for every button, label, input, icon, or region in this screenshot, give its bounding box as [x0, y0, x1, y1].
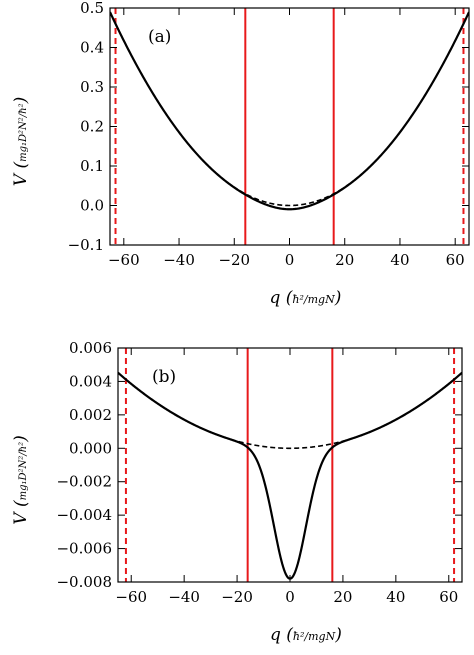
x-tick-label: 40: [390, 251, 409, 269]
y-axis-label-close: ): [11, 435, 31, 443]
y-tick-label: −0.006: [56, 540, 112, 558]
y-axis-unit: mg₁D²N²/ħ²: [18, 442, 29, 501]
x-axis-label: q (ħ²/mgN): [270, 625, 342, 645]
x-tick-label: 60: [439, 588, 458, 606]
y-tick-label: 0.004: [69, 372, 112, 390]
x-tick-label: −20: [221, 588, 253, 606]
x-tick-label: −40: [168, 588, 200, 606]
panel-label: (b): [152, 367, 176, 387]
x-tick-label: 40: [386, 588, 405, 606]
y-axis-label-close: ): [11, 97, 31, 105]
x-tick-label: −20: [218, 251, 250, 269]
y-axis-label-symbol: V (: [11, 162, 31, 187]
dashed-potential-curve: [215, 433, 365, 450]
x-tick-label: 20: [335, 251, 354, 269]
y-axis-label: V (mg₁D²N²/ħ²): [11, 97, 31, 186]
y-tick-label: 0.5: [80, 0, 104, 17]
y-tick-label: 0.002: [69, 406, 112, 424]
x-axis-label-close: ): [334, 625, 342, 645]
y-axis-unit: mg₁D²N²/ħ²: [18, 103, 29, 162]
x-tick-label: 60: [446, 251, 465, 269]
y-tick-label: 0.1: [80, 157, 104, 175]
y-tick-label: 0.006: [69, 339, 112, 357]
chart-panel-a: −60 −40 −20 0 20 40 60 −0.1 0.0 0.1 0.2 0.3 0.4 0.5 (a…: [11, 0, 470, 308]
dashed-potential-curve: [219, 176, 360, 207]
y-tick-label: 0.000: [69, 439, 112, 457]
x-tick-label: 0: [285, 588, 295, 606]
y-tick-label: −0.002: [56, 473, 112, 491]
x-tick-label: −60: [115, 588, 147, 606]
x-axis-label-symbol: q (: [270, 625, 293, 645]
x-tick-label: −40: [163, 251, 195, 269]
x-axis-label: q (ħ²/mgN): [270, 288, 342, 308]
y-axis-label-symbol: V (: [11, 500, 31, 525]
y-tick-label: −0.1: [68, 236, 104, 254]
x-axis-unit: ħ²/mgN: [292, 293, 335, 306]
y-tick-label: −0.004: [56, 506, 112, 524]
y-axis-label: V (mg₁D²N²/ħ²): [11, 435, 31, 524]
x-axis-unit: ħ²/mgN: [293, 630, 336, 643]
chart-panel-b: −60 −40 −20 0 20 40 60 −0.008 −0.006 −0.004 −0.002…: [11, 339, 463, 645]
y-tick-label: 0.4: [80, 39, 104, 57]
y-tick-label: 0.0: [80, 197, 104, 215]
y-tick-label: −0.008: [56, 573, 112, 591]
solid-potential-curve: [118, 371, 462, 580]
x-tick-label: 0: [285, 251, 295, 269]
x-tick-label: −60: [108, 251, 140, 269]
panel-label: (a): [148, 27, 171, 47]
x-axis-label-close: ): [334, 288, 342, 308]
solid-potential-curve: [110, 11, 469, 211]
x-tick-label: 20: [333, 588, 352, 606]
y-tick-label: 0.3: [80, 78, 104, 96]
y-tick-label: 0.2: [80, 118, 104, 136]
x-axis-label-symbol: q (: [270, 288, 293, 308]
